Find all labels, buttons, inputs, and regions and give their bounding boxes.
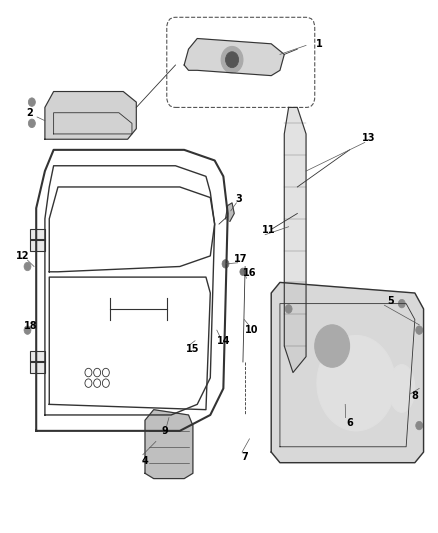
Circle shape [317,335,395,431]
Text: 3: 3 [235,194,242,204]
Polygon shape [45,92,136,139]
Circle shape [24,262,31,271]
Circle shape [221,46,243,73]
Polygon shape [284,108,306,373]
Text: 17: 17 [234,254,247,263]
Polygon shape [184,38,284,76]
Text: 14: 14 [217,336,230,346]
Polygon shape [226,203,234,221]
Text: 9: 9 [161,426,168,436]
Text: 1: 1 [316,39,322,49]
Text: 4: 4 [141,456,148,466]
Text: 12: 12 [15,251,29,261]
Circle shape [226,52,239,68]
Text: 11: 11 [262,225,276,236]
Text: 5: 5 [388,296,394,306]
Circle shape [240,268,246,276]
Text: 15: 15 [186,344,200,354]
Circle shape [28,98,35,107]
Circle shape [315,325,350,367]
Text: 16: 16 [243,269,256,278]
Circle shape [24,326,31,334]
FancyBboxPatch shape [30,229,45,251]
Polygon shape [271,282,424,463]
Circle shape [285,305,292,313]
Text: 13: 13 [362,133,376,143]
Text: 2: 2 [26,108,33,118]
Polygon shape [145,410,193,479]
Circle shape [416,421,423,430]
Text: 6: 6 [346,418,353,428]
Text: 7: 7 [242,453,248,463]
Circle shape [398,300,405,308]
Circle shape [416,326,423,334]
Text: 10: 10 [245,325,258,335]
FancyBboxPatch shape [30,351,45,373]
Text: 8: 8 [411,391,418,401]
Text: 18: 18 [24,321,38,331]
Circle shape [222,260,229,268]
Ellipse shape [389,365,415,413]
Circle shape [28,119,35,127]
